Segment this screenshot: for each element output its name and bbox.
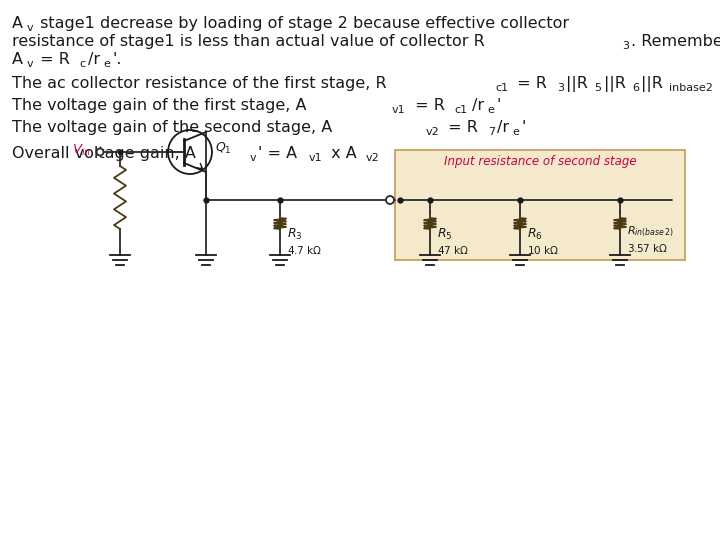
Text: v1: v1	[392, 105, 405, 115]
Text: 3: 3	[557, 83, 564, 93]
Text: $\mathit{R}_{in(base\,2)}$: $\mathit{R}_{in(base\,2)}$	[627, 225, 674, 239]
Text: ||R: ||R	[603, 76, 626, 92]
Text: v: v	[249, 153, 256, 163]
Text: = R: = R	[35, 52, 70, 67]
Text: v: v	[26, 23, 33, 33]
Text: resistance of stage1 is less than actual value of collector R: resistance of stage1 is less than actual…	[12, 34, 485, 49]
Text: /r: /r	[88, 52, 100, 67]
Circle shape	[96, 148, 104, 156]
Text: inbase2: inbase2	[669, 83, 713, 93]
Text: /r: /r	[472, 98, 484, 113]
Text: v2: v2	[366, 153, 379, 163]
Text: A: A	[12, 16, 23, 31]
Text: 6: 6	[632, 83, 639, 93]
Text: c: c	[80, 59, 86, 69]
Text: 3.57 k$\Omega$: 3.57 k$\Omega$	[627, 242, 668, 254]
Text: $\mathit{Q}_1$: $\mathit{Q}_1$	[215, 140, 232, 156]
Text: The voltage gain of the second stage, A: The voltage gain of the second stage, A	[12, 120, 332, 135]
Text: 3: 3	[622, 41, 629, 51]
Text: Overall voltage gain, A: Overall voltage gain, A	[12, 146, 196, 161]
Text: c1: c1	[454, 105, 468, 115]
Text: A: A	[12, 52, 23, 67]
Text: stage1 decrease by loading of stage 2 because effective collector: stage1 decrease by loading of stage 2 be…	[35, 16, 569, 31]
Text: e: e	[103, 59, 110, 69]
Text: Input resistance of second stage: Input resistance of second stage	[444, 155, 636, 168]
Text: $\mathit{R}_5$: $\mathit{R}_5$	[437, 227, 452, 242]
Text: The ac collector resistance of the first stage, R: The ac collector resistance of the first…	[12, 76, 387, 91]
Text: 5: 5	[595, 83, 602, 93]
Text: 10 k$\Omega$: 10 k$\Omega$	[527, 244, 559, 256]
Text: . Remember,: . Remember,	[631, 34, 720, 49]
Text: = R: = R	[410, 98, 444, 113]
Text: ||R: ||R	[567, 76, 588, 92]
Text: e: e	[513, 127, 520, 137]
Text: 4.7 k$\Omega$: 4.7 k$\Omega$	[287, 244, 322, 256]
Text: '.: '.	[112, 52, 122, 67]
Text: = R: = R	[443, 120, 478, 135]
Text: 7: 7	[488, 127, 495, 137]
Text: c1: c1	[495, 83, 508, 93]
Text: ||R: ||R	[641, 76, 662, 92]
Text: $\mathit{R}_6$: $\mathit{R}_6$	[527, 227, 543, 242]
Text: v1: v1	[308, 153, 322, 163]
Text: v: v	[26, 59, 33, 69]
Text: x A: x A	[326, 146, 356, 161]
Text: ': '	[496, 98, 500, 113]
Text: $\mathit{V}_{in}$: $\mathit{V}_{in}$	[72, 143, 91, 158]
Text: v2: v2	[426, 127, 439, 137]
Text: /r: /r	[498, 120, 509, 135]
Text: = R: = R	[513, 76, 547, 91]
Text: ' = A: ' = A	[258, 146, 297, 161]
Text: e: e	[487, 105, 494, 115]
Text: The voltage gain of the first stage, A: The voltage gain of the first stage, A	[12, 98, 307, 113]
Text: 47 k$\Omega$: 47 k$\Omega$	[437, 244, 469, 256]
FancyBboxPatch shape	[395, 150, 685, 260]
Text: ': '	[522, 120, 526, 135]
Text: $\mathit{R}_3$: $\mathit{R}_3$	[287, 227, 302, 242]
Circle shape	[386, 196, 394, 204]
